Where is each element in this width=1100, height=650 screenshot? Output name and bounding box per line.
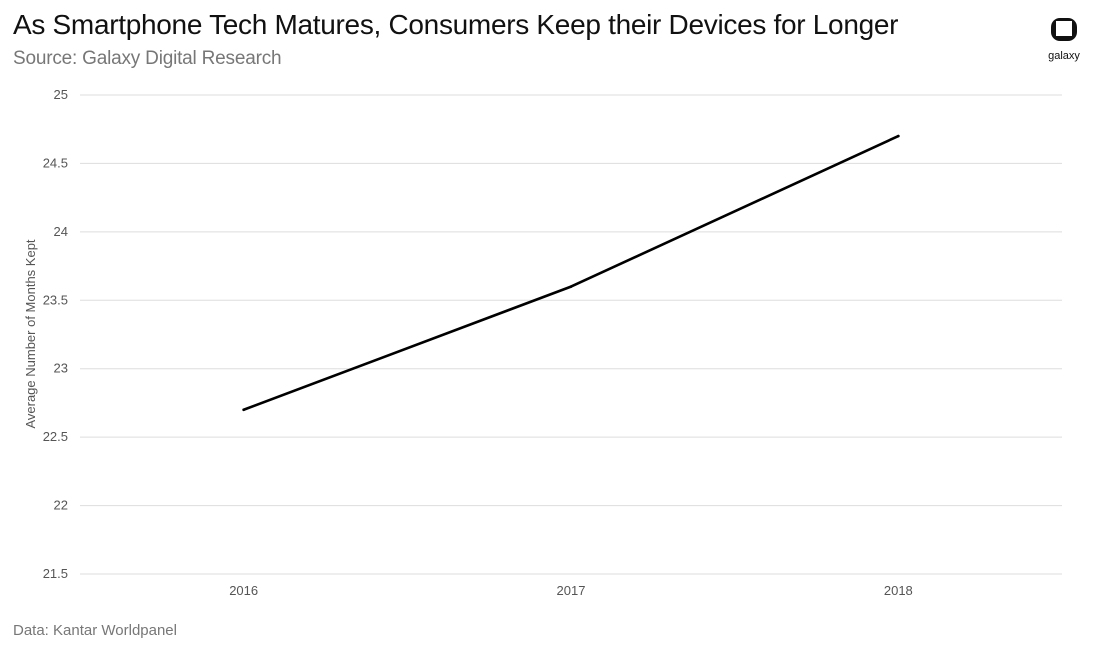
data-point [897,134,900,138]
y-tick-label: 24 [54,224,68,239]
y-tick-label: 25 [54,87,68,102]
chart-subtitle: Source: Galaxy Digital Research [13,48,282,69]
y-tick-label: 22 [54,498,68,513]
data-source-note: Data: Kantar Worldpanel [13,622,177,639]
y-tick-labels: 21.5 22 22.5 23 23.5 24 24.5 25 [43,87,68,581]
gridlines [80,94,1062,575]
data-point [242,408,245,412]
x-tick-label: 2016 [229,583,258,598]
x-tick-labels: 2016 2017 2018 [229,583,913,598]
x-tick-label: 2017 [557,583,586,598]
chart-title: As Smartphone Tech Matures, Consumers Ke… [13,9,899,40]
y-tick-label: 23 [54,361,68,376]
series [242,134,900,412]
x-tick-label: 2018 [884,583,913,598]
data-point [569,285,573,288]
logo-text: galaxy [1048,50,1080,62]
y-axis-title: Average Number of Months Kept [23,239,38,428]
y-tick-label: 23.5 [43,292,68,307]
galaxy-logo-icon [1051,18,1077,41]
y-tick-label: 21.5 [43,566,68,581]
y-tick-label: 22.5 [43,429,68,444]
y-tick-label: 24.5 [43,155,68,170]
galaxy-logo: galaxy [1042,15,1086,67]
